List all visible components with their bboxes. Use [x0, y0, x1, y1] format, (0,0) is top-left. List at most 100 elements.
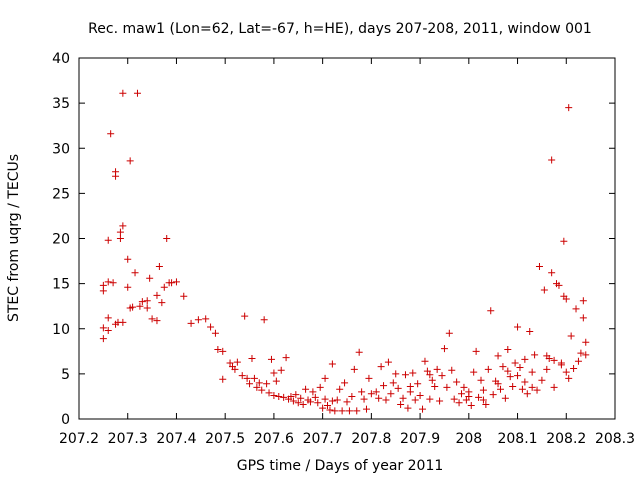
- data-point: [270, 392, 278, 400]
- data-point: [377, 363, 385, 371]
- y-tick-label: 15: [52, 277, 70, 293]
- data-point: [543, 365, 551, 373]
- data-point: [372, 388, 380, 396]
- x-tick-label: 208.1: [497, 431, 537, 447]
- data-point: [416, 392, 424, 400]
- data-point: [253, 383, 261, 391]
- data-point: [302, 385, 310, 393]
- data-point: [138, 298, 146, 306]
- data-point: [255, 379, 263, 387]
- data-point: [414, 380, 422, 388]
- x-tick-label: 208.3: [595, 431, 635, 447]
- data-point: [321, 374, 329, 382]
- data-point: [387, 390, 395, 398]
- data-point: [419, 405, 427, 413]
- data-point: [521, 378, 529, 386]
- x-tick-label: 207.7: [303, 431, 343, 447]
- data-point: [431, 383, 439, 391]
- data-point: [409, 369, 417, 377]
- axis-ticks: 207.2 207.3 207.4 207.5 207.6 207.7 207.8 207.9…: [52, 51, 635, 447]
- data-point: [579, 314, 587, 322]
- data-point: [355, 348, 363, 356]
- data-point: [550, 383, 558, 391]
- data-point: [514, 372, 522, 380]
- data-point: [484, 365, 492, 373]
- data-point: [477, 376, 485, 384]
- data-point: [324, 401, 332, 409]
- data-point: [343, 398, 351, 406]
- data-point: [99, 335, 107, 343]
- data-point: [292, 391, 300, 399]
- data-point: [163, 235, 171, 242]
- data-point: [267, 355, 275, 363]
- data-point: [265, 389, 273, 397]
- data-point: [297, 394, 305, 402]
- data-point: [345, 407, 353, 415]
- data-point: [514, 323, 522, 331]
- data-point: [263, 380, 271, 388]
- x-axis-label: GPS time / Days of year 2011: [237, 458, 444, 474]
- data-point: [397, 401, 405, 409]
- x-tick-label: 207.6: [254, 431, 294, 447]
- data-point: [504, 346, 512, 354]
- data-point: [119, 222, 127, 230]
- data-point: [458, 390, 466, 398]
- data-point: [260, 316, 268, 324]
- data-point: [528, 383, 536, 391]
- data-point: [548, 269, 556, 277]
- data-point: [501, 394, 509, 402]
- data-point: [426, 371, 434, 379]
- data-point: [543, 352, 551, 360]
- data-point: [436, 397, 444, 405]
- data-point: [494, 352, 502, 360]
- data-point: [336, 385, 344, 393]
- data-point: [158, 299, 166, 307]
- plot-frame: [78, 57, 616, 420]
- data-point: [516, 364, 524, 372]
- data-point: [465, 392, 473, 400]
- data-point: [289, 397, 297, 405]
- data-point: [306, 398, 314, 406]
- data-point: [360, 395, 368, 403]
- data-point: [124, 283, 132, 291]
- data-point: [99, 281, 107, 289]
- data-point: [550, 356, 558, 364]
- data-point: [148, 315, 156, 323]
- data-point: [406, 383, 414, 391]
- chart-title: Rec. maw1 (Lon=62, Lat=-67, h=HE), days …: [88, 21, 592, 37]
- data-point: [99, 324, 107, 332]
- data-point: [460, 383, 468, 391]
- data-point: [521, 355, 529, 363]
- data-point: [555, 281, 563, 289]
- data-point: [116, 235, 124, 242]
- data-point: [331, 407, 339, 415]
- data-point: [338, 407, 346, 415]
- data-point: [518, 385, 526, 393]
- data-point: [219, 347, 227, 355]
- data-point: [448, 366, 456, 374]
- x-tick-label: 208.2: [546, 431, 586, 447]
- data-point: [314, 399, 322, 407]
- data-point: [116, 228, 124, 236]
- x-tick-label: 207.4: [156, 431, 196, 447]
- data-point: [143, 304, 151, 312]
- data-point: [362, 405, 370, 413]
- data-point: [489, 391, 497, 399]
- data-point: [104, 278, 112, 286]
- data-point: [194, 316, 202, 324]
- data-point: [243, 374, 251, 382]
- data-point: [238, 372, 246, 380]
- y-tick-label: 35: [52, 96, 70, 112]
- y-tick-label: 25: [52, 186, 70, 202]
- data-point: [155, 262, 163, 270]
- data-point: [540, 286, 548, 294]
- data-point: [214, 346, 222, 354]
- data-point: [311, 393, 319, 401]
- data-point: [153, 291, 161, 299]
- data-point: [309, 388, 317, 396]
- data-point: [438, 372, 446, 380]
- data-point: [226, 359, 234, 367]
- data-point: [333, 396, 341, 404]
- data-point: [479, 386, 487, 394]
- data-point: [577, 349, 585, 357]
